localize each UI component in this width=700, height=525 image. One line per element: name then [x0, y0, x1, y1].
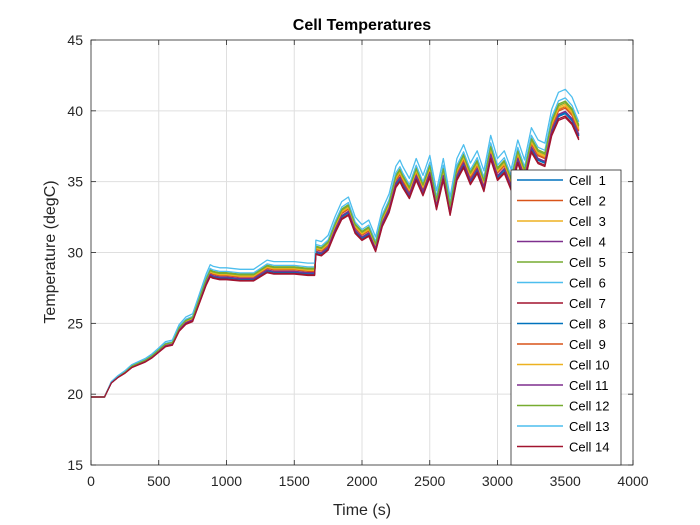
series-line [91, 101, 580, 398]
legend-label: Cell 11 [569, 378, 609, 393]
legend-label: Cell 14 [569, 440, 609, 455]
legend: Cell 1 Cell 2 Cell 3 Cell 4 Cell 5 Cell 6 Cell… [510, 169, 622, 466]
y-tick-label: 25 [67, 315, 83, 331]
y-tick-label: 45 [67, 32, 83, 48]
y-tick-label: 30 [67, 245, 83, 261]
legend-label: Cell 1 [569, 173, 606, 188]
y-tick-label: 20 [67, 386, 83, 402]
x-tick-label: 4000 [617, 473, 648, 489]
legend-label: Cell 7 [569, 296, 606, 311]
x-tick-label: 500 [147, 473, 171, 489]
legend-label: Cell 2 [569, 194, 606, 209]
legend-label: Cell 6 [569, 276, 606, 291]
x-tick-label: 3000 [482, 473, 513, 489]
legend-label: Cell 4 [569, 235, 606, 250]
legend-label: Cell 5 [569, 255, 606, 270]
x-axis-title: Time (s) [333, 502, 391, 519]
x-tick-label: 2500 [414, 473, 445, 489]
legend-label: Cell 3 [569, 214, 606, 229]
legend-box [510, 169, 622, 466]
legend-label: Cell 9 [569, 337, 606, 352]
y-tick-label: 40 [67, 103, 83, 119]
y-tick-label: 35 [67, 174, 83, 190]
axis-ticks: 0 500 1000 1500 2000 2500 3000 3500 4000 15 20 25 30… [67, 32, 648, 489]
series-line [91, 115, 580, 398]
x-tick-label: 1000 [211, 473, 242, 489]
y-tick-label: 15 [67, 457, 83, 473]
legend-label: Cell 13 [569, 419, 609, 434]
chart-title: Cell Temperatures [293, 17, 432, 34]
x-tick-label: 1500 [279, 473, 310, 489]
legend-label: Cell 12 [569, 399, 609, 414]
legend-label: Cell 10 [569, 358, 609, 373]
legend-label: Cell 8 [569, 317, 606, 332]
x-tick-label: 2000 [346, 473, 377, 489]
x-tick-label: 0 [87, 473, 95, 489]
y-axis-title: Temperature (degC) [42, 180, 59, 323]
series-lines [91, 88, 580, 398]
series-line [91, 88, 580, 398]
x-tick-label: 3500 [550, 473, 581, 489]
